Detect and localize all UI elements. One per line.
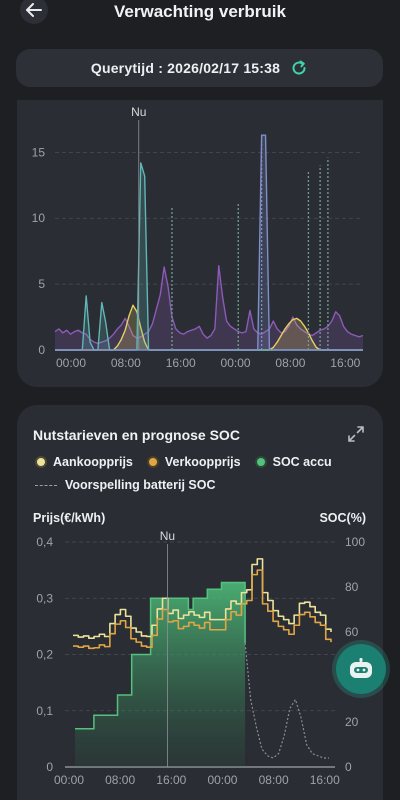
consumption-chart: 0 5 10 15 00:00 08:00 16:00 00:00 08:00 16:00 Nu xyxy=(32,105,364,370)
series-area xyxy=(55,162,363,350)
refresh-icon[interactable] xyxy=(290,59,308,77)
y-tick-label-right: 60 xyxy=(345,625,359,639)
dashed-line-sample xyxy=(35,484,57,486)
legend-dot xyxy=(254,456,267,468)
back-button[interactable] xyxy=(20,0,48,24)
card-title: Nutstarieven en prognose SOC xyxy=(33,427,240,443)
y-tick-label: 0 xyxy=(38,343,45,357)
legend-dot xyxy=(146,456,159,468)
expand-icon[interactable] xyxy=(347,425,365,443)
aankoopprijs-line xyxy=(73,558,332,639)
tariff-soc-card: Nutstarieven en prognose SOC Aankoopprij… xyxy=(17,405,383,800)
x-tick-label: 00:00 xyxy=(207,773,237,787)
now-marker-label: Nu xyxy=(131,105,146,119)
now-marker-label: Nu xyxy=(160,530,175,543)
legend-item-voorspelling[interactable]: Voorspelling batterij SOC xyxy=(35,478,215,492)
legend-item-aankoopprijs[interactable]: Aankoopprijs xyxy=(35,455,133,469)
consumption-chart-card: 0 5 10 15 00:00 08:00 16:00 00:00 08:00 16:00 Nu xyxy=(17,100,383,387)
verkoopprijs-line xyxy=(73,569,332,650)
x-tick-label: 08:00 xyxy=(105,773,135,787)
legend-label: Aankoopprijs xyxy=(53,455,133,469)
x-tick-label: 16:00 xyxy=(156,773,186,787)
robot-assistant-icon xyxy=(350,658,372,678)
y-axis-title-right: SOC(%) xyxy=(319,511,366,525)
y-tick-label: 0,4 xyxy=(36,535,53,549)
legend-item-verkoopprijs[interactable]: Verkoopprijs xyxy=(146,455,241,469)
y-tick-label-right: 20 xyxy=(345,715,359,729)
top-bar: Verwachting verbruik xyxy=(0,0,400,30)
y-tick-label: 0,3 xyxy=(36,591,53,605)
x-tick-label: 16:00 xyxy=(330,356,360,370)
x-tick-label: 16:00 xyxy=(166,356,196,370)
series-line xyxy=(54,264,364,345)
y-tick-label: 10 xyxy=(32,211,46,225)
series-line xyxy=(55,134,363,351)
arrow-left-icon xyxy=(26,3,42,17)
x-tick-label: 00:00 xyxy=(54,773,84,787)
y-tick-label: 15 xyxy=(32,145,46,159)
y-tick-label: 5 xyxy=(38,277,45,291)
y-tick-label: 0 xyxy=(46,760,53,774)
query-time-bar: Querytijd : 2026/02/17 15:38 xyxy=(16,49,383,87)
x-tick-label: 16:00 xyxy=(310,773,340,787)
y-tick-label: 0,2 xyxy=(36,648,53,662)
series-area xyxy=(55,305,363,350)
legend-dot xyxy=(35,456,47,468)
y-tick-label-right: 100 xyxy=(345,535,365,549)
series-area xyxy=(55,265,363,350)
legend-label: Verkoopprijs xyxy=(164,455,241,469)
page-title: Verwachting verbruik xyxy=(114,2,286,21)
y-tick-label: 0,1 xyxy=(36,704,53,718)
y-tick-label-right: 80 xyxy=(345,580,359,594)
soc-area xyxy=(75,582,246,767)
chart-legend: Aankoopprijs Verkoopprijs SOC accu xyxy=(35,455,340,469)
x-tick-label: 08:00 xyxy=(259,773,289,787)
assistant-button[interactable] xyxy=(336,644,386,694)
query-time-label: Querytijd : 2026/02/17 15:38 xyxy=(90,60,281,76)
x-tick-label: 08:00 xyxy=(275,356,305,370)
legend-label: SOC accu xyxy=(272,455,332,469)
y-tick-label-right: 0 xyxy=(345,760,352,774)
x-tick-label: 00:00 xyxy=(221,356,251,370)
x-tick-label: 08:00 xyxy=(111,356,141,370)
x-tick-label: 00:00 xyxy=(56,356,86,370)
legend-label: Voorspelling batterij SOC xyxy=(65,478,216,492)
tariff-soc-chart: 00,10,20,30,402040608010000:0008:0016:00… xyxy=(36,530,365,787)
soc-forecast-line xyxy=(244,643,329,759)
legend-item-soc-accu[interactable]: SOC accu xyxy=(254,455,332,469)
y-axis-title-left: Prijs(€/kWh) xyxy=(33,511,106,525)
